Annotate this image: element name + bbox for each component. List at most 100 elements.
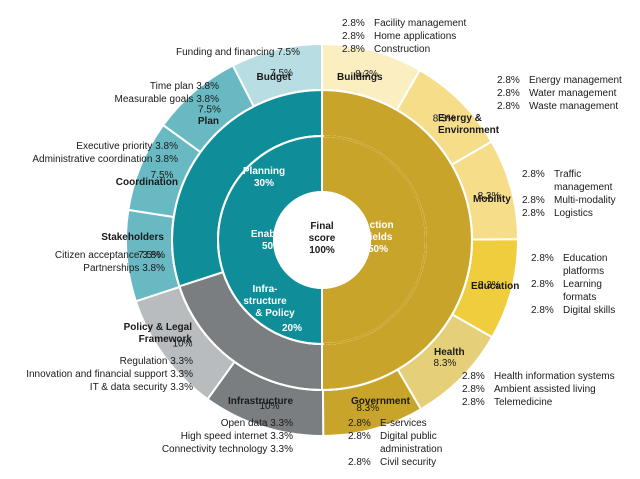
sub-name: Logistics [554,208,593,219]
sub-pct: 2.8% [348,418,371,429]
sub-item: Innovation and financial support 3.3% [26,369,193,380]
sub-name: Telemedicine [494,397,553,408]
infra-policy-label-line2: structure [243,296,287,307]
action-fields-label-line1: Action [362,220,393,231]
category-label-energy-line2: Environment [438,125,500,136]
category-label-policy-line2: Framework [138,334,192,345]
sub-pct: 2.8% [462,384,485,395]
subindicators-energy: 2.8% Energy management 2.8% Water manageme… [497,74,637,113]
category-label-policy-line1: Policy & Legal [123,322,192,333]
sub-name: Civil security [380,457,437,468]
outer-sector-label-4: 8.3% [434,358,457,369]
sub-name: Learning formats [563,279,602,303]
sub-name: Water management [529,88,617,99]
subindicators-policy: Regulation 3.3% Innovation and financial… [26,355,193,394]
sub-name: Education platforms [563,253,608,277]
sub-item: Partnerships 3.8% [83,263,165,274]
subindicators-stakeholders: Citizen acceptance 3.8% Partnerships 3.8… [55,249,165,275]
subindicators-health: 2.8% Health information systems 2.8% Ambie… [462,370,627,409]
category-label-coordination: Coordination [115,177,178,188]
center-circle [275,193,369,287]
sub-name: Ambient assisted living [494,384,596,395]
subindicators-mobility: 2.8% Traffic management 2.8% Multi-modalit… [522,168,622,220]
infra-policy-label-line3: & Policy [255,308,295,319]
sub-pct: 2.8% [522,169,545,180]
action-fields-label-line2: Fields [364,232,393,243]
category-label-education: Education [471,281,520,292]
subindicators-plan: Time plan 3.8% Measurable goals 3.8% [114,80,219,106]
outer-sector-label-7: 10% [172,338,192,349]
sub-pct: 2.8% [342,31,365,42]
outer-sector-label-0: 8.3% [355,69,378,80]
outer-sector-label-8: 7.5% [138,250,161,261]
ring-separator-2 [171,89,473,391]
subindicators-coordination: Executive priority 3.8% Administrative c… [32,140,178,166]
sub-name: Energy management [529,75,622,86]
category-label-buildings: Buildings [337,72,383,83]
subindicators-education: 2.8% Education platforms 2.8% Learning for… [531,252,626,317]
sub-pct: 2.8% [497,75,520,86]
sub-pct: 2.8% [531,253,554,264]
sub-item: IT & data security 3.3% [89,382,193,393]
sub-name: Health information systems [494,371,615,382]
planning-value: 30% [254,178,274,189]
sub-item: Measurable goals 3.8% [114,94,219,105]
sub-pct: 2.8% [462,397,485,408]
sub-pct: 2.8% [497,101,520,112]
sub-item: Administrative coordination 3.8% [32,154,178,165]
subindicators-buildings: 2.8% Facility management 2.8% Home applica… [342,17,492,56]
sub-item: Citizen acceptance 3.8% [54,250,165,261]
sub-item: Executive priority 3.8% [76,141,178,152]
infra-policy-value: 20% [282,323,302,334]
category-label-plan: Plan [197,116,219,127]
sub-pct: 2.8% [522,208,545,219]
sub-pct: 2.8% [522,195,545,206]
center-label-value: 100% [309,245,335,256]
category-label-mobility: Mobility [473,194,511,205]
sub-name: Facility management [374,18,467,29]
outer-sector-label-5: 8.3% [356,403,379,414]
sub-pct: 2.8% [348,457,371,468]
enablers-label: Enablers [251,229,294,240]
action-fields-value: 50% [368,244,388,255]
sub-name: Digital public administration [380,431,443,455]
category-label-stakeholders: Stakeholders [101,232,164,243]
sub-item: Regulation 3.3% [119,356,193,367]
sub-name: Construction [374,44,431,55]
center-label-line1: Final [310,221,334,232]
sub-pct: 2.8% [531,305,554,316]
sub-name: Home applications [374,31,457,42]
outer-sector-label-9: 7.5% [151,170,174,181]
sub-pct: 2.8% [531,279,554,290]
sub-pct: 2.8% [462,371,485,382]
sub-name: E-services [380,418,427,429]
outer-sector-label-1: 8.3% [433,113,456,124]
sub-item: Connectivity technology 3.3% [161,444,293,455]
sub-name: Multi-modality [554,195,616,206]
sub-item: Open data 3.3% [220,418,293,429]
category-label-health: Health [434,347,465,358]
sub-pct: 2.8% [342,18,365,29]
category-label-infrastructure: Infrastructure [227,396,293,407]
sub-name: Traffic management [554,169,613,193]
sub-pct: 2.8% [497,88,520,99]
outer-sector-label-6: 10% [259,401,279,412]
enablers-value: 50% [262,241,282,252]
sub-name: Digital skills [563,305,616,316]
category-label-energy-line1: Energy & [438,113,482,124]
subindicators-infrastructure: Open data 3.3% High speed internet 3.3% … [162,417,293,456]
outer-sector-label-11: 7.5% [270,68,293,79]
outer-sector-label-10: 7.5% [198,105,221,116]
sub-item: High speed internet 3.3% [180,431,293,442]
sub-pct: 2.8% [342,44,365,55]
sub-item: Funding and financing 7.5% [176,47,300,58]
center-label-line2: score [309,233,336,244]
ring-separator-0 [273,191,371,289]
sub-name: Waste management [529,101,619,112]
category-label-budget: Budget [256,72,291,83]
category-label-government: Government [351,396,410,407]
subindicators-budget: Funding and financing 7.5% [176,46,300,59]
planning-label: Planning [243,166,285,177]
